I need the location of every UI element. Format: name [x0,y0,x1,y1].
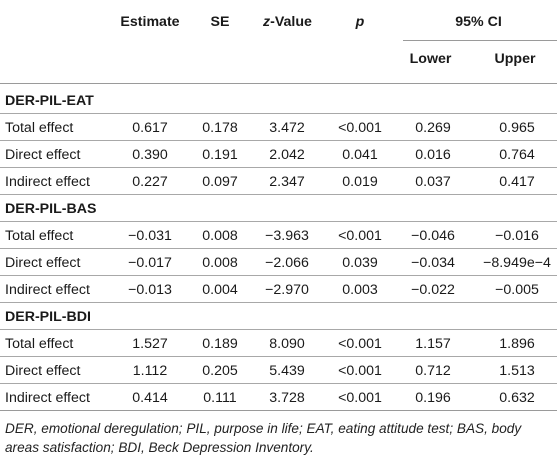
row-label: Indirect effect [5,390,90,406]
table-cell: 0.205 [202,363,238,379]
table-cell: 0.196 [415,390,451,406]
row-separator [0,113,557,114]
row-separator [0,275,557,276]
table-cell: 1.513 [499,363,535,379]
table-cell: 3.728 [269,390,305,406]
section-title: DER-PIL-EAT [5,93,94,109]
table-cell: <0.001 [338,120,382,136]
row-separator [0,329,557,330]
table-cell: 0.004 [202,282,238,298]
row-separator [0,356,557,357]
row-separator [0,302,557,303]
table-cell: 1.527 [132,336,168,352]
table-cell: <0.001 [338,390,382,406]
table-cell: 8.090 [269,336,305,352]
table-cell: 2.042 [269,147,305,163]
table-cell: 2.347 [269,174,305,190]
col-header-p: p [355,14,365,30]
table-cell: 0.041 [342,147,378,163]
table-cell: 1.157 [415,336,451,352]
row-label: Total effect [5,336,74,352]
row-label: Total effect [5,228,74,244]
col-header-95-ci: 95% CI [455,14,502,30]
table-cell: 0.039 [342,255,378,271]
table-cell: 0.764 [499,147,535,163]
table-cell: 1.896 [499,336,535,352]
table-cell: −0.005 [495,282,539,298]
row-separator [0,221,557,222]
col-header-estimate: Estimate [120,14,180,30]
table-cell: 0.269 [415,120,451,136]
table-cell: 0.632 [499,390,535,406]
table-cell: 3.472 [269,120,305,136]
section-title: DER-PIL-BAS [5,201,97,217]
table-cell: <0.001 [338,336,382,352]
table-cell: 0.016 [415,147,451,163]
table-cell: 0.037 [415,174,451,190]
table-cell: 5.439 [269,363,305,379]
table-cell: −8.949e−4 [483,255,551,271]
table-cell: 0.003 [342,282,378,298]
table-cell: 0.008 [202,228,238,244]
z-suffix: -Value [270,14,312,30]
table-cell: 0.008 [202,255,238,271]
table-cell: 1.112 [132,363,168,379]
row-label: Direct effect [5,147,81,163]
col-header-se: SE [210,14,230,30]
table-cell: 0.712 [415,363,451,379]
row-separator [0,383,557,384]
table-cell: −3.963 [265,228,309,244]
table-cell: 0.617 [132,120,168,136]
table-cell: 0.111 [203,390,237,406]
z-italic: z [263,14,271,30]
table-cell: −0.022 [411,282,455,298]
table-cell: −0.016 [495,228,539,244]
table-cell: −0.031 [128,228,172,244]
table-cell: <0.001 [338,228,382,244]
table-cell: 0.414 [132,390,168,406]
table-cell: 0.019 [342,174,378,190]
col-header-lower: Lower [409,51,452,67]
table-cell: −0.046 [411,228,455,244]
table-cell: 0.097 [202,174,238,190]
row-label: Direct effect [5,255,81,271]
table-cell: 0.417 [499,174,535,190]
row-label: Total effect [5,120,74,136]
row-separator [0,194,557,195]
table-cell: −2.970 [265,282,309,298]
col-header-z-value: z-Value [245,13,330,31]
table-cell: −0.013 [128,282,172,298]
section-title: DER-PIL-BDI [5,309,91,325]
col-header-upper: Upper [494,51,536,67]
ci-underline [403,40,557,41]
row-separator [0,167,557,168]
row-separator [0,248,557,249]
row-label: Indirect effect [5,174,90,190]
table-cell: 0.178 [202,120,238,136]
table-bottom-rule [0,410,557,411]
header-bottom-rule [0,83,557,84]
table-cell: 0.965 [499,120,535,136]
row-label: Direct effect [5,363,81,379]
table-footnote: DER, emotional deregulation; PIL, purpos… [5,421,522,455]
table-cell: 0.227 [132,174,168,190]
table-cell: 0.390 [132,147,168,163]
table-cell: 0.191 [202,147,238,163]
row-label: Indirect effect [5,282,90,298]
table-cell: −0.017 [128,255,172,271]
table-cell: 0.189 [202,336,238,352]
table-cell: <0.001 [338,363,382,379]
table-cell: −2.066 [265,255,309,271]
row-separator [0,140,557,141]
table-cell: −0.034 [411,255,455,271]
